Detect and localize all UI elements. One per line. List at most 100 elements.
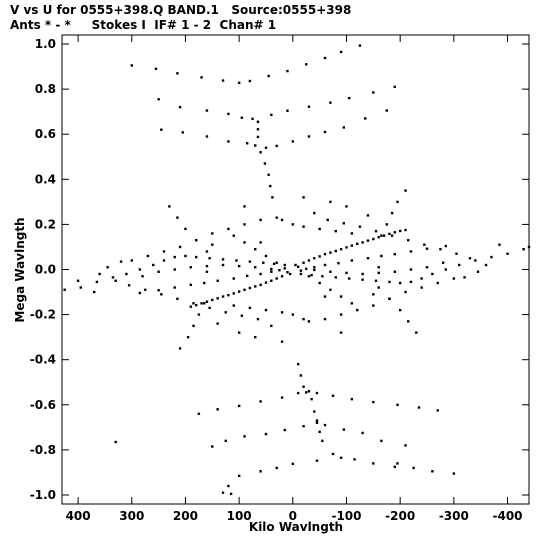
data-point bbox=[127, 284, 131, 287]
data-point bbox=[283, 263, 286, 267]
data-point bbox=[347, 277, 351, 280]
data-point bbox=[216, 322, 219, 325]
data-point bbox=[409, 268, 413, 271]
data-point bbox=[417, 406, 421, 409]
data-point bbox=[398, 281, 402, 285]
data-point bbox=[342, 428, 346, 431]
data-point bbox=[259, 272, 262, 276]
data-point bbox=[356, 308, 359, 312]
data-point bbox=[302, 317, 305, 321]
data-point bbox=[221, 258, 225, 261]
data-point bbox=[455, 252, 458, 255]
y-tick-label: 0.4 bbox=[35, 172, 56, 186]
chart-title: V vs U for 0555+398.Q BAND.1 Source:0555… bbox=[10, 3, 352, 17]
data-point bbox=[259, 400, 262, 403]
data-point bbox=[186, 335, 190, 339]
data-point bbox=[315, 421, 319, 425]
data-point bbox=[302, 425, 305, 428]
data-point bbox=[313, 268, 316, 272]
data-point bbox=[288, 272, 292, 276]
data-point bbox=[237, 474, 241, 478]
data-point bbox=[283, 267, 286, 270]
data-point bbox=[321, 275, 324, 278]
data-point bbox=[248, 286, 252, 290]
data-point bbox=[211, 232, 214, 235]
data-point bbox=[307, 275, 311, 278]
data-point bbox=[388, 232, 391, 236]
data-point bbox=[237, 404, 241, 408]
data-point bbox=[211, 445, 214, 448]
data-point bbox=[474, 259, 477, 262]
data-point bbox=[178, 245, 182, 249]
data-point bbox=[358, 225, 362, 228]
data-point bbox=[254, 285, 257, 288]
data-point bbox=[318, 227, 321, 231]
data-point bbox=[224, 311, 227, 314]
data-point bbox=[407, 238, 410, 242]
data-point bbox=[275, 261, 278, 264]
data-point bbox=[208, 306, 211, 310]
data-point bbox=[299, 272, 303, 276]
data-point bbox=[366, 214, 370, 217]
data-point bbox=[350, 397, 354, 401]
data-point bbox=[157, 98, 160, 101]
data-point bbox=[404, 189, 407, 192]
data-point bbox=[259, 283, 262, 287]
data-point bbox=[248, 306, 252, 310]
data-point bbox=[380, 439, 383, 443]
y-axis-title: Mega Wavlngth bbox=[13, 217, 27, 322]
data-point bbox=[205, 270, 209, 273]
data-point bbox=[259, 218, 262, 222]
data-point bbox=[334, 249, 337, 253]
data-point bbox=[125, 272, 128, 276]
data-point bbox=[393, 85, 397, 89]
data-point bbox=[138, 268, 142, 271]
data-point bbox=[176, 72, 179, 75]
data-point bbox=[372, 237, 375, 241]
data-point bbox=[313, 410, 316, 413]
data-point bbox=[205, 264, 209, 268]
data-point bbox=[130, 259, 133, 262]
data-point bbox=[396, 462, 399, 465]
data-point bbox=[232, 234, 235, 237]
data-point bbox=[146, 254, 150, 258]
data-point bbox=[398, 308, 402, 312]
y-tick-label: -1.0 bbox=[30, 488, 56, 502]
data-point bbox=[339, 248, 343, 251]
x-axis-ticks: 400 300 200 100 0 -100 -200 -300 -400 bbox=[66, 35, 523, 523]
data-point bbox=[345, 271, 348, 275]
data-point bbox=[291, 462, 295, 466]
data-point bbox=[323, 295, 327, 298]
data-point bbox=[184, 227, 187, 231]
data-point bbox=[272, 262, 276, 266]
data-point bbox=[439, 248, 442, 251]
data-point bbox=[189, 283, 193, 287]
data-point bbox=[431, 470, 434, 473]
data-point bbox=[154, 67, 158, 71]
data-point bbox=[436, 281, 439, 285]
data-point bbox=[286, 69, 289, 73]
data-point bbox=[211, 243, 214, 246]
data-point bbox=[490, 255, 493, 259]
data-point bbox=[98, 272, 101, 276]
data-point bbox=[390, 211, 394, 215]
data-point bbox=[404, 444, 407, 447]
data-point bbox=[291, 223, 295, 226]
data-point bbox=[393, 231, 397, 234]
data-point bbox=[302, 225, 305, 228]
data-point bbox=[382, 234, 386, 237]
data-point bbox=[350, 232, 354, 235]
data-point bbox=[178, 105, 182, 109]
data-point bbox=[216, 408, 219, 411]
data-point bbox=[263, 162, 267, 165]
x-tick-label: 300 bbox=[119, 509, 144, 523]
data-point bbox=[380, 234, 383, 237]
y-tick-label: 1.0 bbox=[35, 37, 56, 51]
data-point bbox=[243, 288, 246, 291]
data-point bbox=[307, 320, 311, 323]
data-point bbox=[441, 261, 445, 264]
data-point bbox=[63, 288, 66, 291]
data-point bbox=[372, 91, 375, 94]
data-point bbox=[388, 280, 391, 284]
